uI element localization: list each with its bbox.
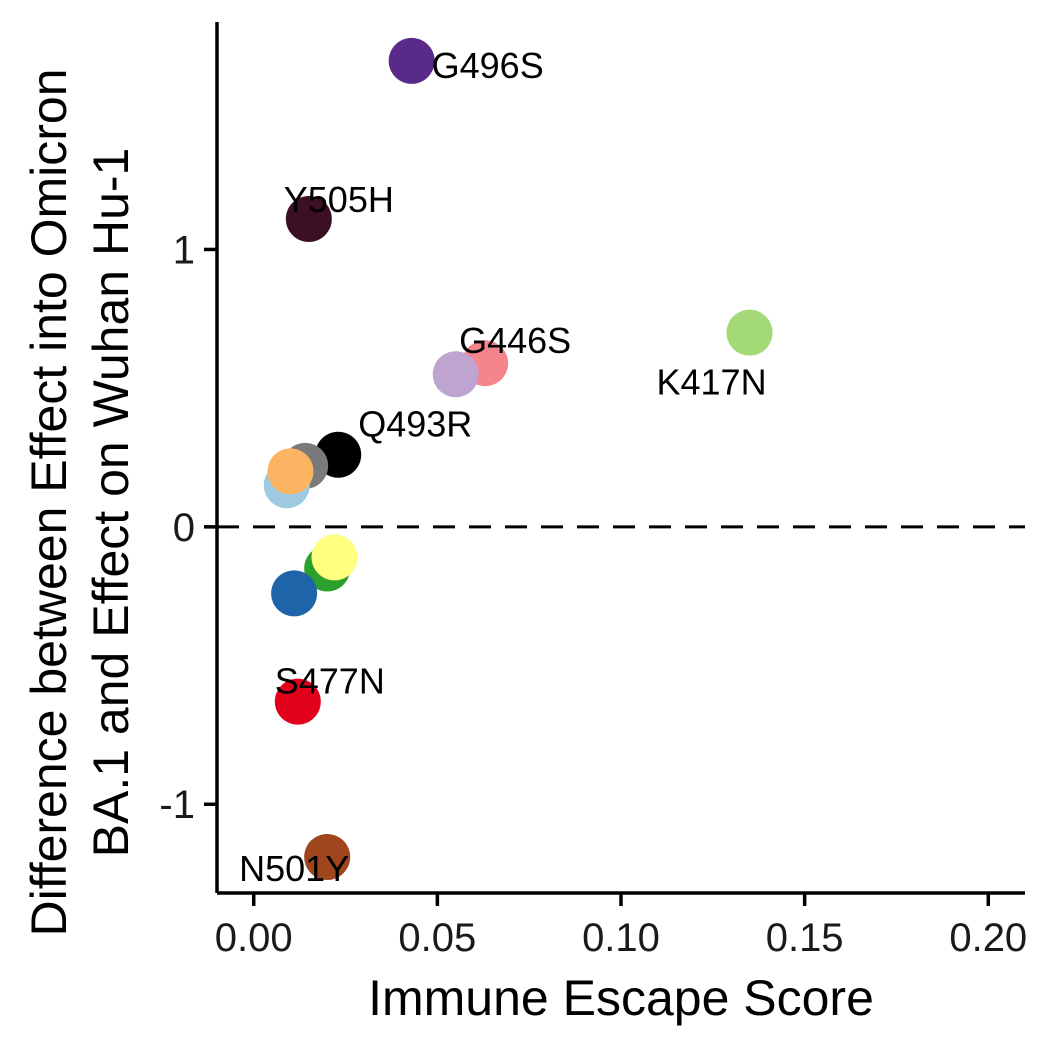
- point-label: G496S: [432, 45, 544, 86]
- points-layer: [263, 37, 773, 880]
- point-label: K417N: [657, 362, 767, 403]
- data-point: [304, 833, 351, 880]
- data-point: [311, 534, 358, 581]
- x-tick-label: 0.10: [582, 916, 660, 960]
- point-label: N501Y: [239, 848, 349, 889]
- y-ticks: -1 0 1: [159, 228, 217, 827]
- data-point: [267, 448, 314, 495]
- point-label: Q493R: [358, 404, 472, 445]
- data-point: [271, 570, 318, 617]
- y-tick-label: 0: [173, 506, 195, 550]
- x-tick-label: 0.05: [398, 916, 476, 960]
- x-tick-label: 0.20: [949, 916, 1027, 960]
- data-point: [285, 195, 332, 242]
- y-tick-label: 1: [173, 228, 195, 272]
- data-point: [726, 309, 773, 356]
- y-tick-label: -1: [159, 783, 195, 827]
- point-label: Y505H: [284, 179, 394, 220]
- point-labels-layer: G496S Y505H K417N G446S Q493R S477N N501Y: [239, 45, 766, 889]
- x-tick-label: 0.15: [766, 916, 844, 960]
- y-axis-title-line-1: Difference between Effect into Omicron: [21, 68, 77, 936]
- data-point: [388, 37, 435, 84]
- point-label: S477N: [275, 661, 385, 702]
- point-label: G446S: [459, 320, 571, 361]
- data-point: [274, 678, 321, 725]
- x-ticks: 0.00 0.05 0.10 0.15 0.20: [215, 893, 1027, 960]
- data-point: [432, 351, 479, 398]
- x-axis-title: Immune Escape Score: [368, 970, 874, 1026]
- y-axis-title-line-2: BA.1 and Effect on Wuhan Hu-1: [83, 148, 139, 858]
- x-tick-label: 0.00: [215, 916, 293, 960]
